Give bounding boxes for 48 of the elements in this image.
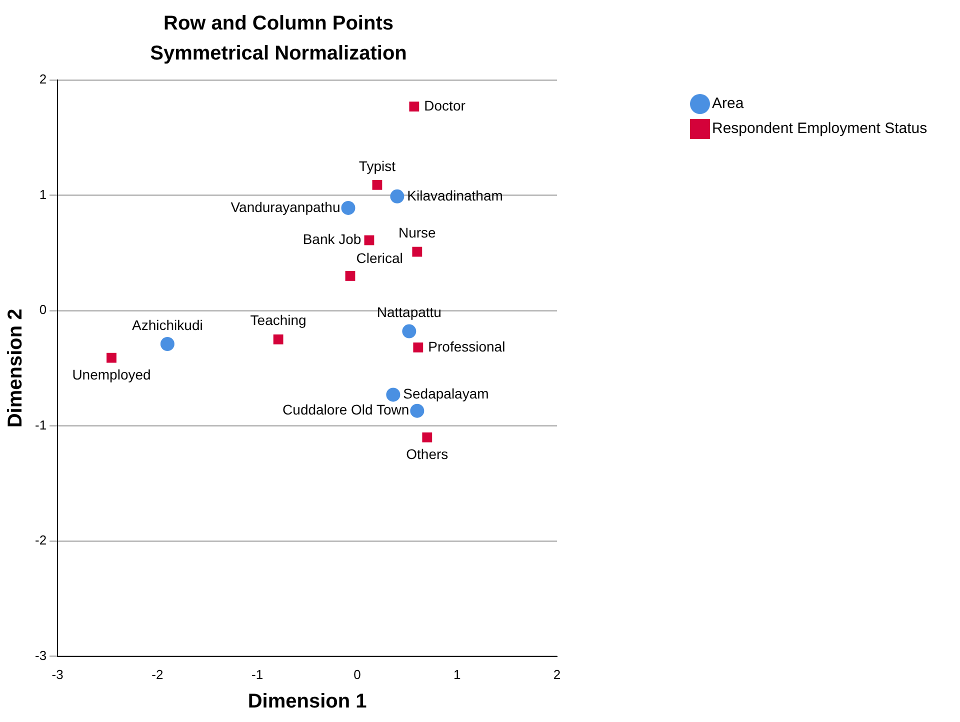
x-tick-label: -2	[152, 666, 164, 682]
legend-label: Respondent Employment Status	[712, 120, 928, 138]
y-tick-label: 0	[39, 302, 47, 318]
x-tick-label: -1	[252, 666, 264, 682]
annotation: Kilavadinatham	[407, 187, 503, 204]
point	[412, 246, 422, 257]
x-tick-label: 0	[354, 666, 361, 682]
annotation: Unemployed	[72, 366, 151, 383]
annotation: Clerical	[356, 250, 403, 266]
chart-subtitle: Symmetrical Normalization	[150, 42, 407, 65]
y-axis-title: Dimension 2	[4, 308, 27, 428]
annotation: Cuddalore Old Town	[282, 402, 410, 418]
point	[372, 180, 382, 190]
annotation: Sedapalayam	[403, 386, 489, 402]
point	[386, 388, 400, 402]
y-tick-label: 2	[39, 72, 47, 87]
point	[413, 342, 424, 352]
point	[341, 200, 356, 215]
annotation: Vandurayanpathu	[230, 198, 340, 215]
legend-label: Area	[712, 95, 744, 112]
x-tick-label: 1	[453, 666, 461, 682]
y-tick-label: 1	[39, 186, 47, 202]
chart-title: Row and Column Points	[164, 12, 394, 35]
annotation: Others	[406, 446, 448, 462]
y-tick-label: -3	[34, 648, 47, 663]
annotation: Typist	[358, 158, 396, 174]
point	[160, 336, 174, 351]
y-tick-label: -2	[34, 532, 47, 548]
point	[364, 235, 374, 246]
annotation: Azhichikudi	[132, 316, 203, 333]
point	[409, 102, 420, 112]
annotation: Bank Job	[302, 231, 362, 248]
annotation: Doctor	[424, 97, 466, 114]
point	[402, 324, 416, 338]
x-tick-label: -3	[52, 666, 64, 682]
point	[410, 404, 424, 418]
annotation: Nattapattu	[376, 304, 442, 320]
point	[106, 352, 116, 363]
point	[345, 271, 356, 281]
x-tick-label: 2	[553, 666, 561, 682]
point	[390, 189, 404, 204]
y-tick-label: -1	[34, 417, 47, 432]
annotation: Teaching	[250, 312, 306, 328]
point	[422, 432, 432, 442]
x-axis-title: Dimension 1	[248, 690, 367, 713]
annotation: Nurse	[398, 224, 436, 241]
point	[273, 334, 284, 344]
annotation: Professional	[428, 338, 506, 354]
